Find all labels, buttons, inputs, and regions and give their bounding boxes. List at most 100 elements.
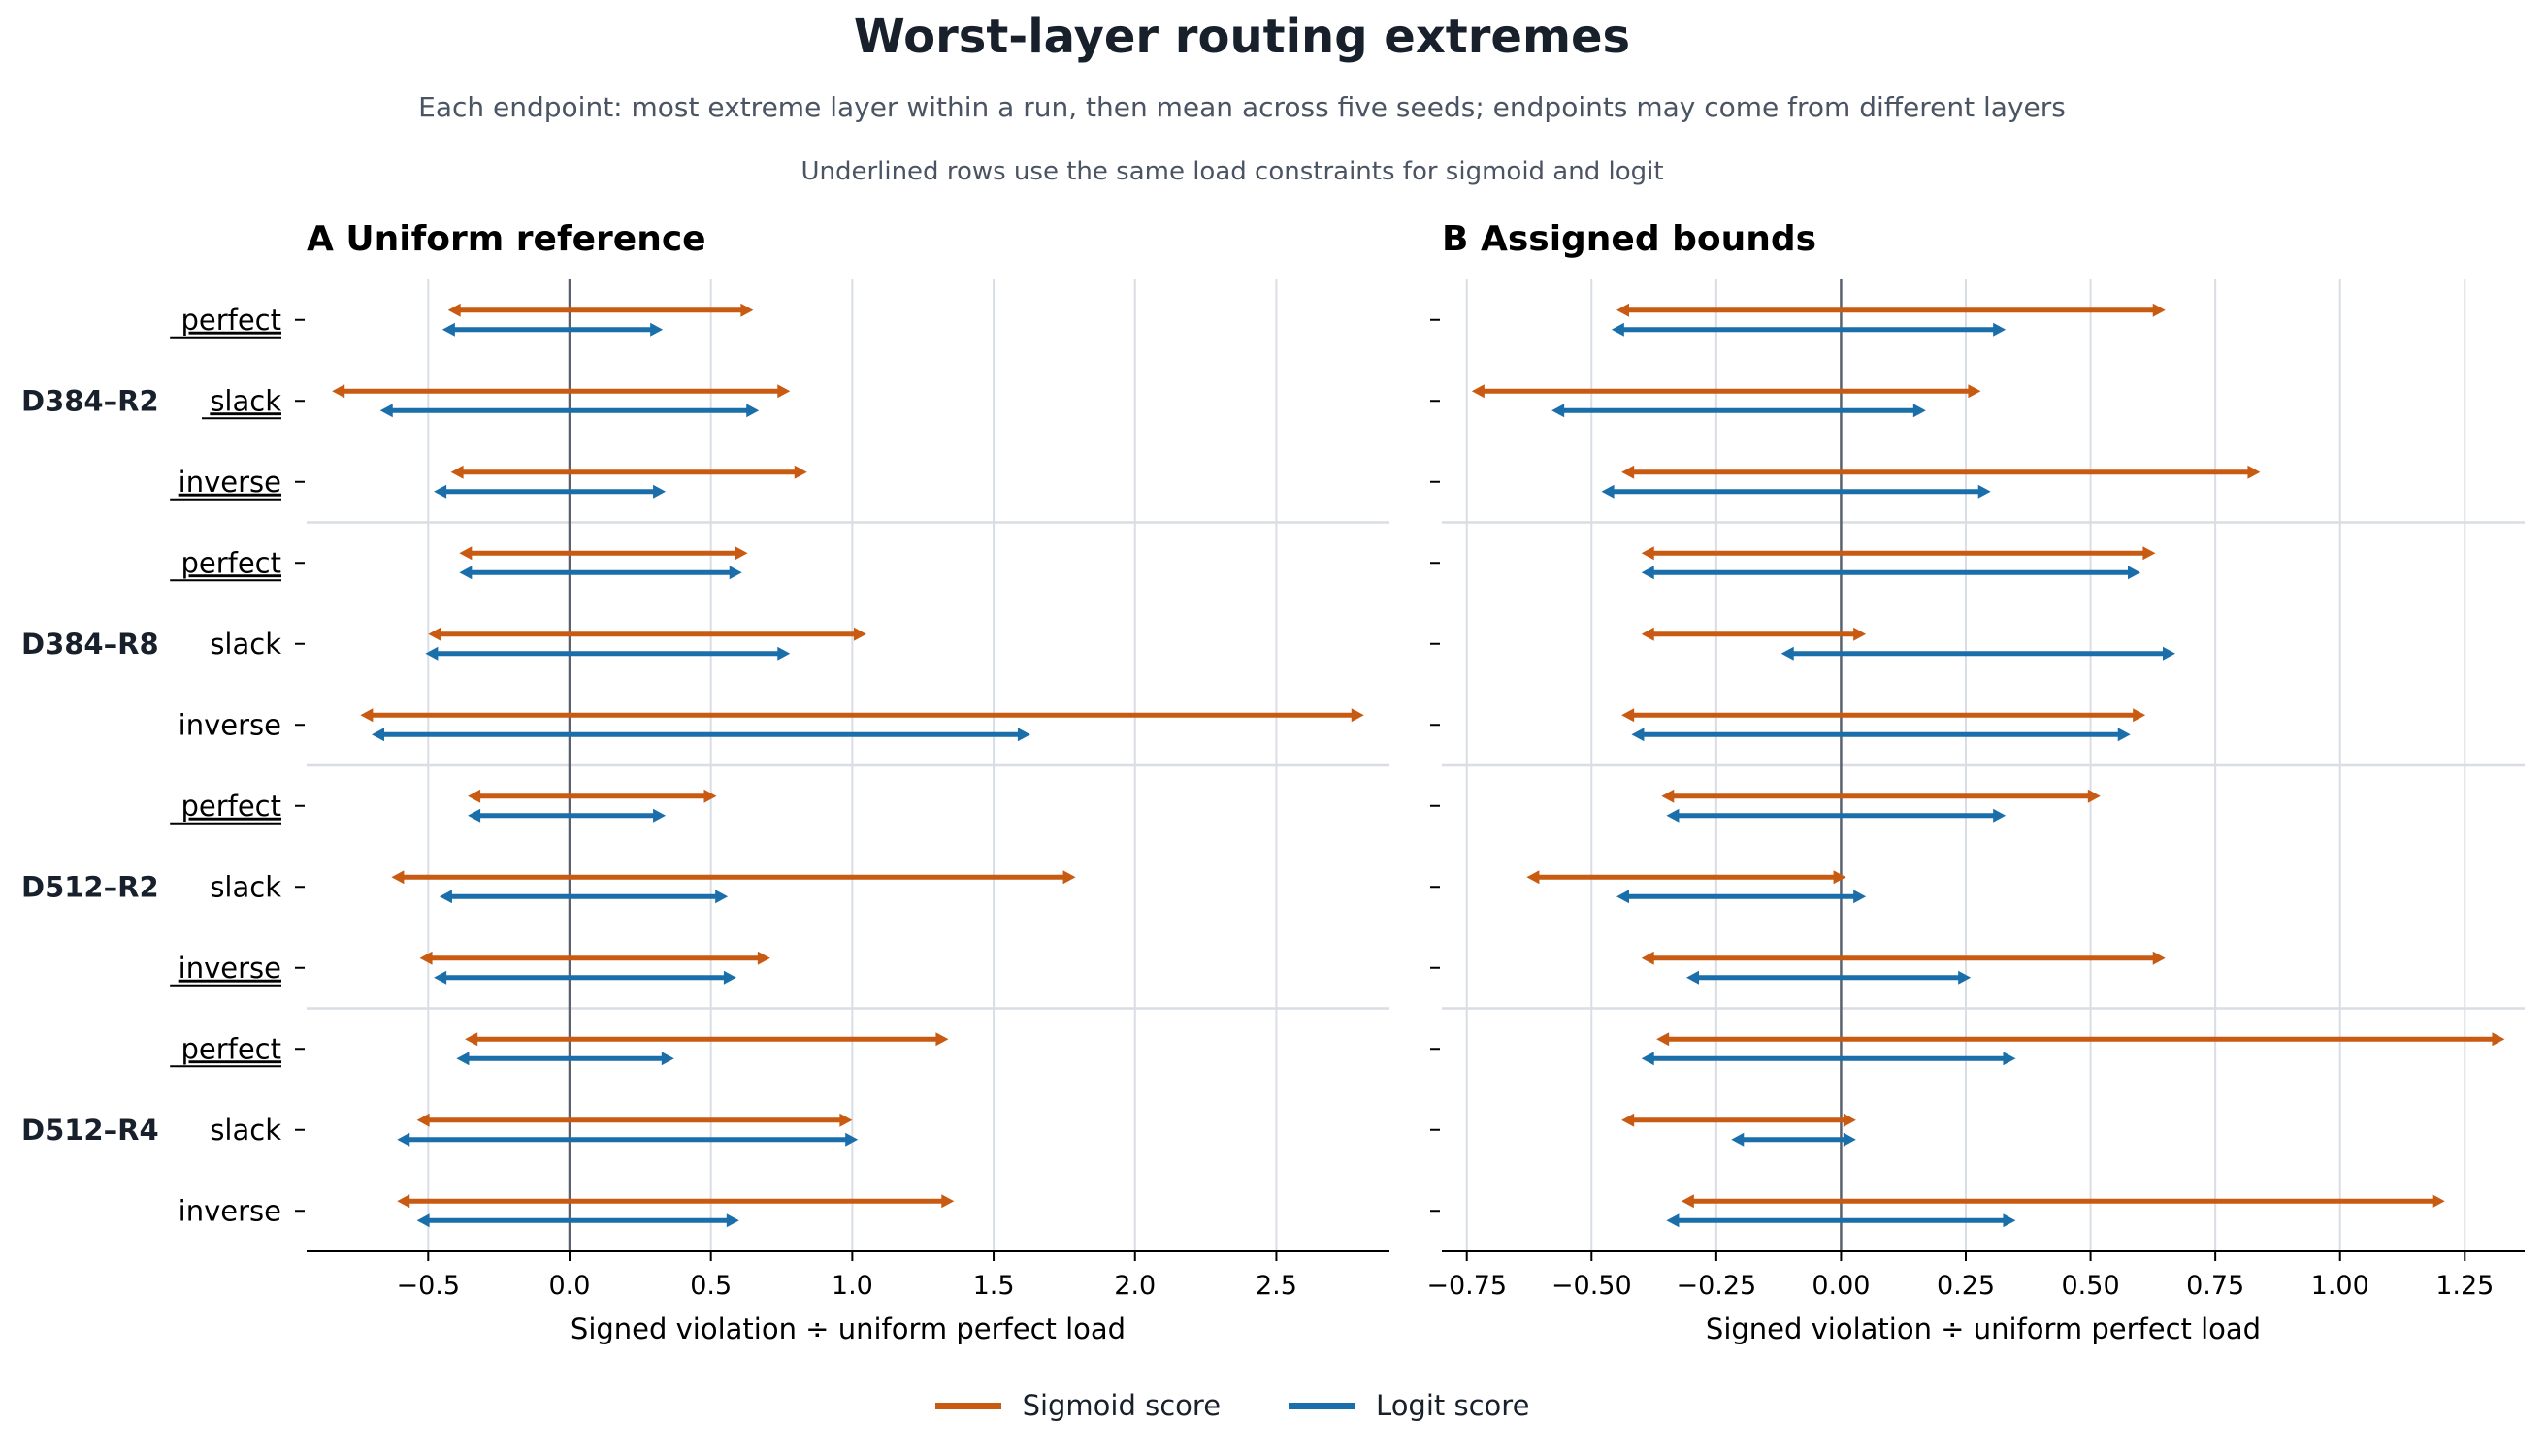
logit-range-bar-high-marker — [2117, 728, 2131, 742]
x-tick-label: −0.50 — [1551, 1271, 1632, 1301]
row-label-perfect: perfect — [180, 546, 281, 579]
x-tick-label: 0.0 — [549, 1271, 591, 1301]
x-tick-label: −0.75 — [1426, 1271, 1507, 1301]
logit-range-bar-low-marker — [1616, 890, 1629, 904]
x-tick-label: 1.00 — [2311, 1271, 2369, 1301]
x-tick-label: 0.75 — [2186, 1271, 2244, 1301]
logit-range-bar-low-marker — [439, 890, 452, 904]
sigmoid-range-bar-high-marker — [794, 465, 807, 479]
panel-title-b: B Assigned bounds — [1442, 219, 1816, 259]
sigmoid-range-bar-high-marker — [2152, 951, 2166, 965]
figure-subtitle: Each endpoint: most extreme layer within… — [418, 91, 2066, 123]
sigmoid-range-bar-low-marker — [1616, 303, 1629, 317]
logit-range-bar-high-marker — [777, 646, 791, 661]
logit-range-bar-low-marker — [1551, 404, 1565, 418]
x-axis-label: Signed violation ÷ uniform perfect load — [1706, 1312, 2261, 1345]
logit-range-bar-low-marker — [1686, 970, 1699, 985]
logit-range-bar-high-marker — [715, 890, 729, 904]
sigmoid-range-bar-high-marker — [941, 1194, 955, 1209]
logit-range-bar-low-marker — [397, 1132, 410, 1147]
sigmoid-range-bar-high-marker — [853, 627, 866, 641]
logit-range-bar-low-marker — [1641, 1052, 1654, 1066]
sigmoid-range-bar-high-marker — [2142, 546, 2156, 561]
logit-range-bar-high-marker — [1912, 404, 1926, 418]
logit-range-bar-high-marker — [2003, 1213, 2016, 1228]
sigmoid-range-bar-low-marker — [397, 1194, 410, 1209]
sigmoid-range-bar-high-marker — [2087, 789, 2101, 803]
x-tick-label: 2.0 — [1114, 1271, 1156, 1301]
logit-range-bar-high-marker — [729, 566, 742, 580]
sigmoid-range-bar-low-marker — [419, 951, 433, 965]
row-label-slack: slack — [210, 384, 281, 417]
sigmoid-range-bar-high-marker — [2247, 465, 2261, 479]
row-label-inverse: inverse — [179, 1194, 281, 1227]
x-tick-label: 0.50 — [2062, 1271, 2120, 1301]
legend-swatch-logit — [1289, 1402, 1355, 1409]
sigmoid-range-bar-low-marker — [360, 708, 374, 723]
legend-swatch-sigmoid — [934, 1402, 1001, 1409]
sigmoid-range-bar-low-marker — [1621, 465, 1635, 479]
logit-range-bar-low-marker — [441, 322, 455, 337]
group-label: D384–R8 — [21, 628, 159, 661]
logit-range-bar-high-marker — [1017, 728, 1030, 742]
logit-range-bar-low-marker — [1631, 728, 1645, 742]
sigmoid-range-bar-high-marker — [839, 1113, 853, 1127]
logit-range-bar-high-marker — [650, 322, 664, 337]
sigmoid-range-bar-high-marker — [1833, 870, 1846, 885]
logit-range-bar-high-marker — [1853, 890, 1867, 904]
logit-range-bar-low-marker — [416, 1213, 430, 1228]
row-label-perfect: perfect — [180, 304, 281, 337]
legend: Sigmoid score Logit score — [0, 1389, 2465, 1422]
row-label-perfect: perfect — [180, 1032, 281, 1065]
sigmoid-range-bar-low-marker — [416, 1113, 430, 1127]
group-label: D384–R2 — [21, 384, 159, 417]
logit-range-bar-high-marker — [1993, 322, 2007, 337]
sigmoid-range-bar-high-marker — [1843, 1113, 1856, 1127]
legend-item-sigmoid: Sigmoid score — [934, 1389, 1221, 1422]
sigmoid-range-bar-low-marker — [1641, 546, 1654, 561]
logit-range-bar-low-marker — [434, 484, 447, 499]
logit-range-bar-high-marker — [723, 970, 736, 985]
sigmoid-range-bar-low-marker — [447, 303, 461, 317]
sigmoid-range-bar-low-marker — [391, 870, 405, 885]
row-label-slack: slack — [210, 1114, 281, 1147]
figure-note: Underlined rows use the same load constr… — [800, 157, 1664, 186]
sigmoid-range-bar-low-marker — [465, 1032, 478, 1047]
logit-range-bar-high-marker — [661, 1052, 674, 1066]
sigmoid-range-bar-high-marker — [757, 951, 770, 965]
x-tick-label: 1.5 — [973, 1271, 1015, 1301]
sigmoid-range-bar-low-marker — [459, 546, 473, 561]
x-tick-label: 2.5 — [1256, 1271, 1297, 1301]
row-label-inverse: inverse — [179, 466, 281, 499]
sigmoid-range-bar-high-marker — [740, 303, 754, 317]
group-label: D512–R4 — [21, 1114, 159, 1147]
sigmoid-range-bar-high-marker — [2432, 1194, 2445, 1209]
sigmoid-range-bar-high-marker — [703, 789, 717, 803]
sigmoid-range-bar-high-marker — [935, 1032, 949, 1047]
sigmoid-range-bar-low-marker — [1656, 1032, 1670, 1047]
logit-range-bar-low-marker — [425, 646, 439, 661]
legend-item-logit: Logit score — [1289, 1389, 1529, 1422]
x-tick-label: −0.25 — [1676, 1271, 1756, 1301]
sigmoid-range-bar-low-marker — [1526, 870, 1540, 885]
x-tick-label: 0.5 — [690, 1271, 732, 1301]
sigmoid-range-bar-low-marker — [428, 627, 441, 641]
logit-range-bar-high-marker — [746, 404, 760, 418]
sigmoid-range-bar-low-marker — [1661, 789, 1675, 803]
logit-range-bar-high-marker — [1993, 808, 2007, 823]
logit-range-bar-low-marker — [459, 566, 473, 580]
sigmoid-range-bar-low-marker — [1641, 951, 1654, 965]
logit-range-bar-low-marker — [372, 728, 385, 742]
logit-range-bar-low-marker — [1780, 646, 1794, 661]
sigmoid-range-bar-high-marker — [777, 384, 791, 399]
sigmoid-range-bar-high-marker — [2152, 303, 2166, 317]
figure-title: Worst-layer routing extremes — [853, 10, 1631, 64]
sigmoid-range-bar-low-marker — [468, 789, 481, 803]
logit-range-bar-high-marker — [1843, 1132, 1856, 1147]
logit-range-bar-low-marker — [456, 1052, 470, 1066]
logit-range-bar-low-marker — [1611, 322, 1624, 337]
sigmoid-range-bar-high-marker — [2133, 708, 2146, 723]
sigmoid-range-bar-high-marker — [1853, 627, 1867, 641]
logit-range-bar-low-marker — [1641, 566, 1654, 580]
